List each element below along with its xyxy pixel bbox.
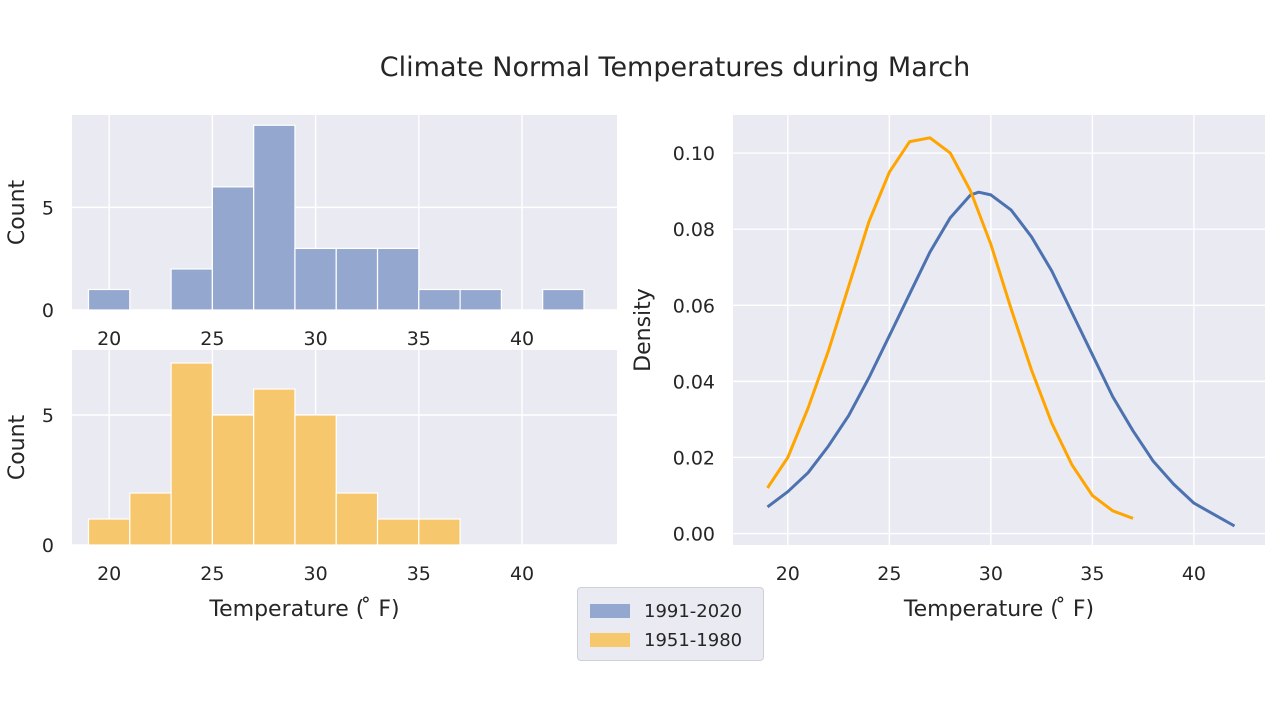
x-tick-label: 25: [877, 563, 901, 585]
x-tick-label: 40: [1182, 563, 1206, 585]
x-axis-label: Temperature ( ̊ F): [903, 597, 1094, 622]
legend-label: 1951-1980: [644, 629, 743, 651]
histogram-bar: [211, 186, 255, 311]
y-tick-label: 0.10: [673, 143, 715, 165]
histogram-bar: [129, 492, 172, 546]
density-curve-1991-2020: [766, 190, 1236, 528]
histogram-top-panel: 20 25 30 35 40 0 5 Count: [5, 115, 617, 350]
y-tick-label: 0.00: [673, 524, 715, 546]
histogram-bar: [376, 518, 420, 546]
y-axis-label: Count: [5, 179, 30, 245]
x-tick-label: 30: [304, 563, 328, 585]
y-tick-label: 0: [42, 300, 54, 322]
chart-title: Climate Normal Temperatures during March: [379, 52, 971, 83]
histogram-bar: [418, 518, 461, 546]
histogram-bar: [87, 288, 131, 311]
histogram-bar: [87, 518, 131, 546]
legend-item-1951-1980: 1951-1980: [590, 627, 742, 653]
x-tick-label: 35: [1080, 563, 1104, 585]
x-axis-label: Temperature ( ̊ F): [208, 597, 399, 622]
histogram-bar: [459, 288, 502, 311]
histogram-bar: [335, 492, 379, 546]
x-tick-label: 30: [979, 563, 1003, 585]
histogram-bottom-panel: 20 25 30 35 40 0 5 Count Temperature ( ̊ F): [5, 350, 617, 622]
y-tick-label: 0.08: [673, 219, 715, 241]
x-tick-label: 35: [407, 328, 431, 350]
y-tick-label: 0: [42, 535, 54, 557]
x-tick-label: 25: [200, 563, 224, 585]
y-axis-label: Density: [631, 288, 656, 372]
histogram-bar: [376, 247, 420, 311]
x-tick-label: 20: [97, 563, 121, 585]
x-tick-label: 25: [200, 328, 224, 350]
x-tick-label: 30: [304, 328, 328, 350]
legend-swatch-orange: [590, 633, 630, 647]
histogram-bar: [211, 414, 255, 546]
y-tick-label: 0.04: [673, 371, 715, 393]
legend-label: 1991-2020: [644, 600, 743, 622]
y-tick-label: 0.06: [673, 295, 715, 317]
y-tick-label: 0.02: [673, 447, 715, 469]
x-tick-label: 35: [407, 563, 431, 585]
x-tick-label: 20: [776, 563, 800, 585]
histogram-bar: [253, 124, 296, 311]
x-tick-label: 40: [510, 563, 534, 585]
histogram-bar: [170, 362, 213, 546]
plot-background: [733, 115, 1265, 545]
histogram-bar: [294, 414, 337, 546]
histogram-bar: [542, 288, 585, 311]
x-tick-label: 40: [510, 328, 534, 350]
histogram-bar: [294, 247, 337, 311]
histogram-bar: [418, 288, 461, 311]
density-curve-1951-1980: [766, 136, 1134, 520]
density-panel: 20 25 30 35 40 0.00 0.02 0.04 0.06 0.08 0.10 Densit…: [631, 115, 1265, 622]
x-tick-label: 20: [97, 328, 121, 350]
histogram-bar: [170, 268, 213, 311]
legend-item-1991-2020: 1991-2020: [590, 598, 742, 624]
legend: 1991-2020 1951-1980: [577, 587, 764, 661]
legend-swatch-blue: [590, 604, 630, 618]
y-axis-label: Count: [5, 414, 30, 480]
y-tick-label: 5: [42, 405, 54, 427]
histogram-bar: [335, 247, 379, 311]
y-tick-label: 5: [42, 197, 54, 219]
histogram-bar: [253, 388, 296, 546]
